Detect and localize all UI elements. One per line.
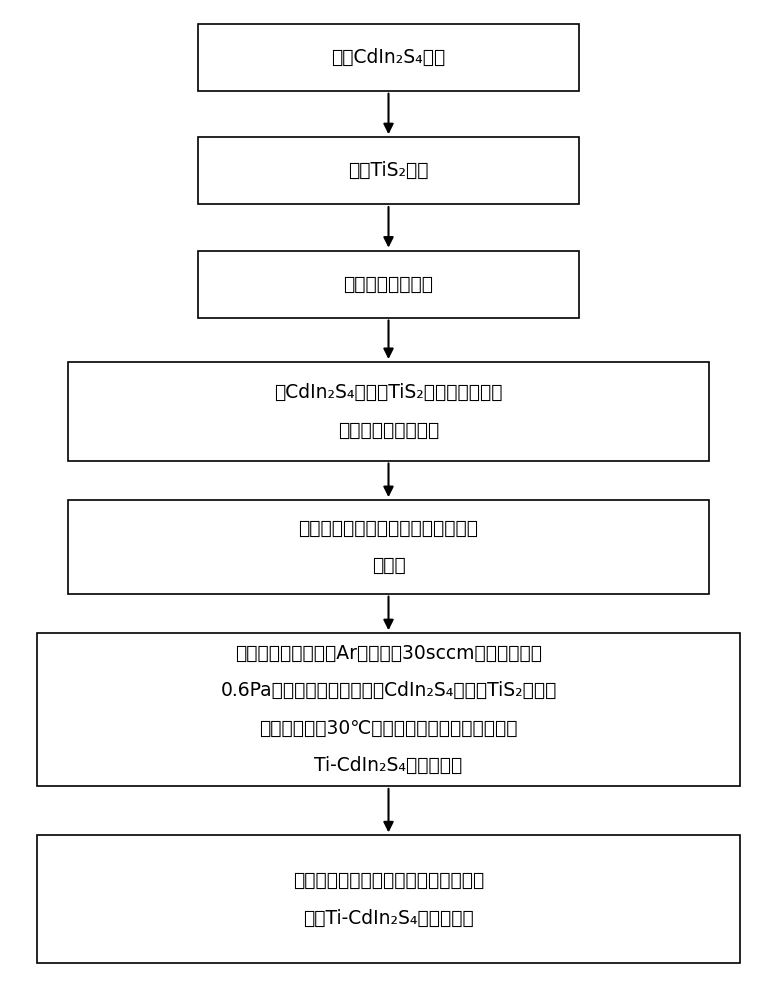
Text: 将所述层叠膜放入退火炉中退火，最终: 将所述层叠膜放入退火炉中退火，最终: [293, 871, 484, 890]
Text: 将清洗干净的钓馒玻璃衬底固定在载: 将清洗干净的钓馒玻璃衬底固定在载: [298, 519, 479, 538]
Text: 磁控滅射仪的靶位上: 磁控滅射仪的靶位上: [338, 420, 439, 439]
Text: 物台上: 物台上: [371, 556, 406, 575]
FancyBboxPatch shape: [37, 835, 740, 963]
FancyBboxPatch shape: [197, 24, 580, 91]
Text: 制备TiS₂靶材: 制备TiS₂靶材: [348, 161, 429, 180]
Text: 在设定温度为30℃摄氏度的钓馒玻璃衬底上沉积: 在设定温度为30℃摄氏度的钓馒玻璃衬底上沉积: [260, 719, 517, 738]
Text: Ti-CdIn₂S₄得到层叠膜: Ti-CdIn₂S₄得到层叠膜: [315, 756, 462, 775]
FancyBboxPatch shape: [197, 251, 580, 318]
FancyBboxPatch shape: [68, 362, 709, 461]
Text: 制备CdIn₂S₄靶材: 制备CdIn₂S₄靶材: [331, 48, 446, 67]
Text: 将CdIn₂S₄靶材与TiS₂靶材分别安装在: 将CdIn₂S₄靶材与TiS₂靶材分别安装在: [274, 383, 503, 402]
Text: 清洗钓馒玻璃衬底: 清洗钓馒玻璃衬底: [343, 275, 434, 294]
Text: 0.6Pa的条件下依次交替滅射CdIn₂S₄靶材与TiS₂靶材，: 0.6Pa的条件下依次交替滅射CdIn₂S₄靶材与TiS₂靶材，: [221, 681, 556, 700]
Text: 抽真空，在滅射介质Ar的流速为30sccm、工作压力为: 抽真空，在滅射介质Ar的流速为30sccm、工作压力为: [235, 644, 542, 663]
FancyBboxPatch shape: [37, 633, 740, 786]
FancyBboxPatch shape: [197, 137, 580, 204]
Text: 得到Ti-CdIn₂S₄中间带薄膜: 得到Ti-CdIn₂S₄中间带薄膜: [303, 909, 474, 928]
FancyBboxPatch shape: [68, 500, 709, 594]
